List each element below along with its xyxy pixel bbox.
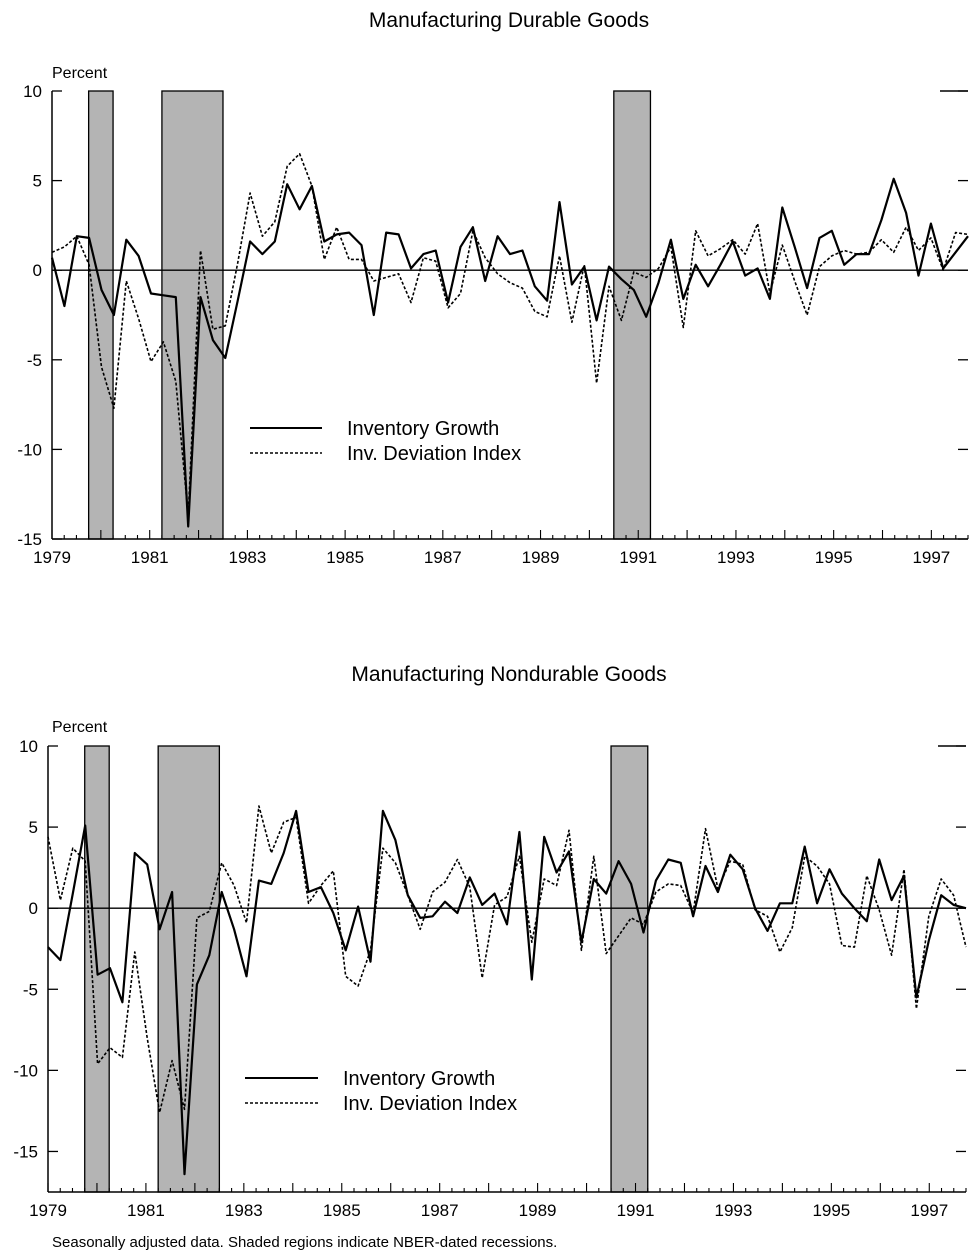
chart-durable: Manufacturing Durable Goods 10 5 0 -5 -10 -15… [17,9,968,567]
footnote: Seasonally adjusted data. Shaded regions… [52,1234,557,1251]
x-tick-label: 1993 [715,1201,753,1220]
recession-band [611,746,648,1192]
legend-label: Inventory Growth [343,1068,495,1090]
x-tick-label: 1981 [131,548,169,567]
y-tick-label: -10 [17,440,42,459]
legend-label: Inv. Deviation Index [343,1093,517,1115]
y-tick-label: -15 [13,1142,38,1161]
x-tick-label: 1985 [326,548,364,567]
y-tick-label: -5 [23,980,38,999]
y-unit-label: Percent [52,65,108,82]
y-tick-label: -5 [27,351,42,370]
y-tick-label: -10 [13,1061,38,1080]
x-tick-label: 1979 [29,1201,67,1220]
x-tick-label: 1991 [617,1201,655,1220]
x-tick-label: 1997 [912,548,950,567]
y-tick-label: -15 [17,530,42,549]
x-tick-label: 1987 [424,548,462,567]
x-tick-label: 1993 [717,548,755,567]
x-tick-label: 1989 [522,548,560,567]
legend: Inventory Growth Inv. Deviation Index [250,418,521,465]
x-tick-label: 1983 [225,1201,263,1220]
y-tick-label: 5 [33,172,42,191]
y-tick-label: 5 [29,818,38,837]
chart-title: Manufacturing Durable Goods [369,9,649,32]
recession-band [89,91,113,539]
legend: Inventory Growth Inv. Deviation Index [245,1068,517,1115]
x-tick-label: 1991 [619,548,657,567]
y-unit-label: Percent [52,719,108,736]
x-tick-label: 1995 [815,548,853,567]
legend-label: Inventory Growth [347,418,499,440]
recession-band [162,91,223,539]
x-tick-label: 1987 [421,1201,459,1220]
y-tick-label: 10 [19,737,38,756]
chart-nondurable: Manufacturing Nondurable Goods 10 5 0 -5 -10… [13,663,966,1220]
recession-bands [89,91,651,539]
axes: 10 5 0 -5 -10 -15 1979 1981 1983 1985 1987 1989 1991… [13,737,966,1220]
y-tick-label: 0 [33,261,42,280]
x-tick-label: 1985 [323,1201,361,1220]
x-tick-label: 1997 [910,1201,948,1220]
y-tick-label: 0 [29,899,38,918]
x-tick-label: 1979 [33,548,71,567]
x-tick-label: 1983 [228,548,266,567]
x-tick-label: 1989 [519,1201,557,1220]
y-tick-label: 10 [23,82,42,101]
recession-bands [85,746,648,1192]
legend-label: Inv. Deviation Index [347,443,521,465]
chart-title: Manufacturing Nondurable Goods [351,663,666,686]
x-tick-label: 1995 [812,1201,850,1220]
x-tick-label: 1981 [127,1201,165,1220]
